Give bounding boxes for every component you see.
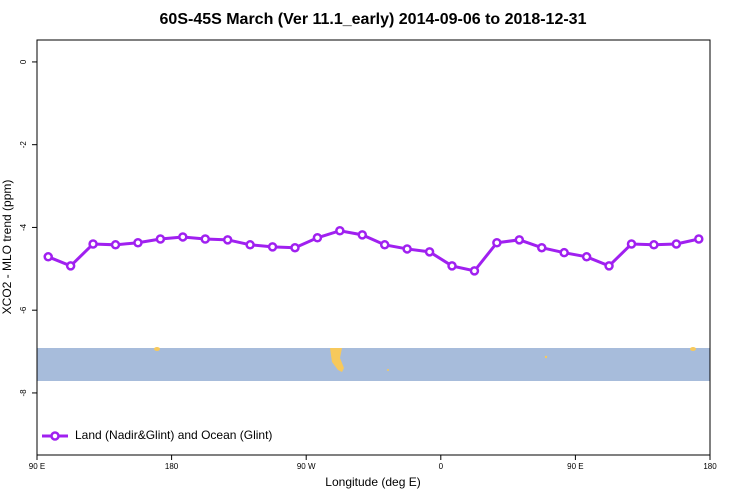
data-point <box>200 234 210 244</box>
data-point <box>65 261 76 271</box>
y-tick-label: -8 <box>19 389 28 397</box>
data-point <box>581 252 592 262</box>
data-point <box>222 235 233 245</box>
chart-title: 60S-45S March (Ver 11.1_early) 2014-09-0… <box>160 11 587 28</box>
x-tick-label: 180 <box>703 462 717 471</box>
data-point <box>88 239 98 249</box>
x-tick-label: 90 E <box>567 462 583 471</box>
data-point <box>155 234 166 244</box>
land-patch <box>690 347 696 351</box>
data-point <box>290 242 300 253</box>
land-patch <box>330 348 344 372</box>
data-point <box>402 244 412 254</box>
land-patch <box>544 355 548 359</box>
x-tick-label: 180 <box>165 462 179 471</box>
x-axis-label: Longitude (deg E) <box>325 475 420 489</box>
land-patch <box>154 347 160 351</box>
x-tick-label: 0 <box>439 462 444 471</box>
data-point <box>267 242 278 252</box>
data-point <box>379 240 390 250</box>
data-point <box>133 237 143 248</box>
data-point <box>335 225 345 236</box>
plot-frame <box>36 39 711 456</box>
data-point <box>469 266 480 276</box>
map-strip <box>37 347 710 381</box>
data-point <box>312 233 323 243</box>
data-point <box>424 247 435 257</box>
data-point <box>559 247 569 258</box>
data-point <box>245 240 255 250</box>
data-point <box>357 230 368 240</box>
y-tick-label: -4 <box>19 223 28 231</box>
data-point <box>649 240 659 250</box>
y-tick-label: -2 <box>19 141 28 149</box>
x-tick-label: 90 W <box>297 462 316 471</box>
data-point <box>178 232 188 242</box>
data-point <box>671 239 682 249</box>
legend-marker <box>50 431 60 441</box>
land-patch <box>387 369 389 371</box>
data-point <box>694 234 704 244</box>
data-line <box>47 229 700 273</box>
data-point <box>514 235 525 245</box>
y-axis-label: XCO2 - MLO trend (ppm) <box>0 180 14 315</box>
data-point <box>537 242 547 253</box>
legend-label: Land (Nadir&Glint) and Ocean (Glint) <box>75 428 272 442</box>
y-tick-label: 0 <box>19 59 28 64</box>
y-tick-label: -6 <box>19 306 28 314</box>
x-tick-label: 90 E <box>29 462 45 471</box>
data-point <box>110 240 121 250</box>
data-point <box>492 237 502 248</box>
data-point <box>43 252 53 262</box>
data-point <box>626 239 637 249</box>
ocean-band <box>37 348 710 381</box>
data-point <box>604 261 614 271</box>
data-point <box>447 261 457 271</box>
